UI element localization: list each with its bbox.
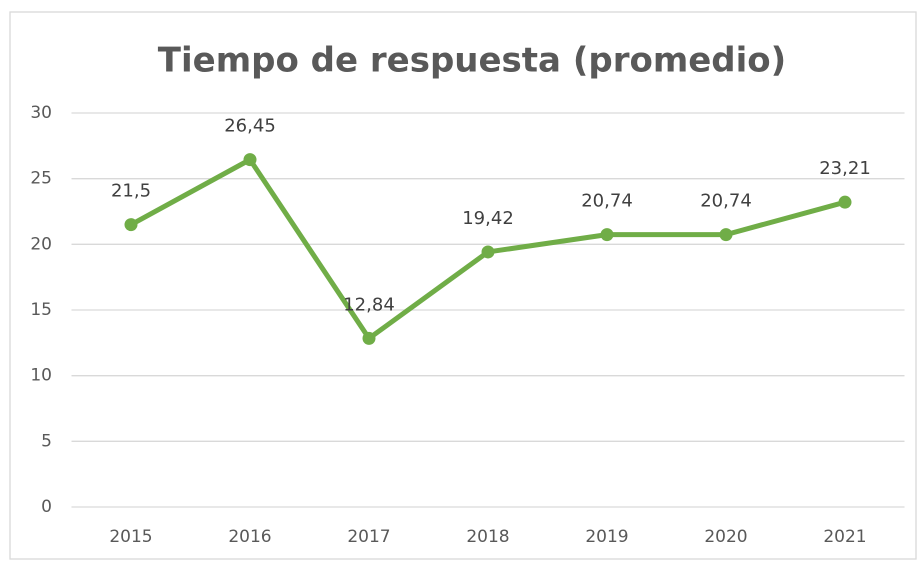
chart-border bbox=[9, 11, 917, 560]
data-label: 19,42 bbox=[462, 208, 514, 229]
x-tick-label: 2019 bbox=[585, 527, 628, 547]
data-point bbox=[362, 331, 376, 345]
y-tick-label: 5 bbox=[41, 431, 52, 451]
x-tick-label: 2015 bbox=[109, 527, 152, 547]
data-point bbox=[243, 153, 257, 167]
y-tick-label: 10 bbox=[30, 366, 52, 386]
data-point bbox=[481, 245, 495, 259]
y-tick-label: 0 bbox=[41, 497, 52, 517]
chart-title: Tiempo de respuesta (promedio) bbox=[158, 41, 786, 81]
y-tick-label: 15 bbox=[30, 300, 52, 320]
x-tick-label: 2016 bbox=[228, 527, 271, 547]
x-tick-label: 2017 bbox=[347, 527, 390, 547]
data-label: 20,74 bbox=[581, 191, 633, 212]
data-point bbox=[600, 228, 614, 242]
data-label: 26,45 bbox=[224, 116, 276, 137]
data-point bbox=[124, 218, 138, 232]
data-point bbox=[838, 195, 852, 209]
y-tick-label: 20 bbox=[30, 234, 52, 254]
y-tick-label: 30 bbox=[30, 103, 52, 123]
data-label: 20,74 bbox=[700, 191, 752, 212]
data-label: 21,5 bbox=[111, 181, 151, 202]
x-tick-label: 2020 bbox=[704, 527, 747, 547]
x-tick-label: 2018 bbox=[466, 527, 509, 547]
x-tick-label: 2021 bbox=[823, 527, 866, 547]
data-label: 23,21 bbox=[819, 158, 871, 179]
data-point bbox=[719, 228, 733, 242]
y-tick-label: 25 bbox=[30, 169, 52, 189]
data-label: 12,84 bbox=[343, 294, 395, 315]
